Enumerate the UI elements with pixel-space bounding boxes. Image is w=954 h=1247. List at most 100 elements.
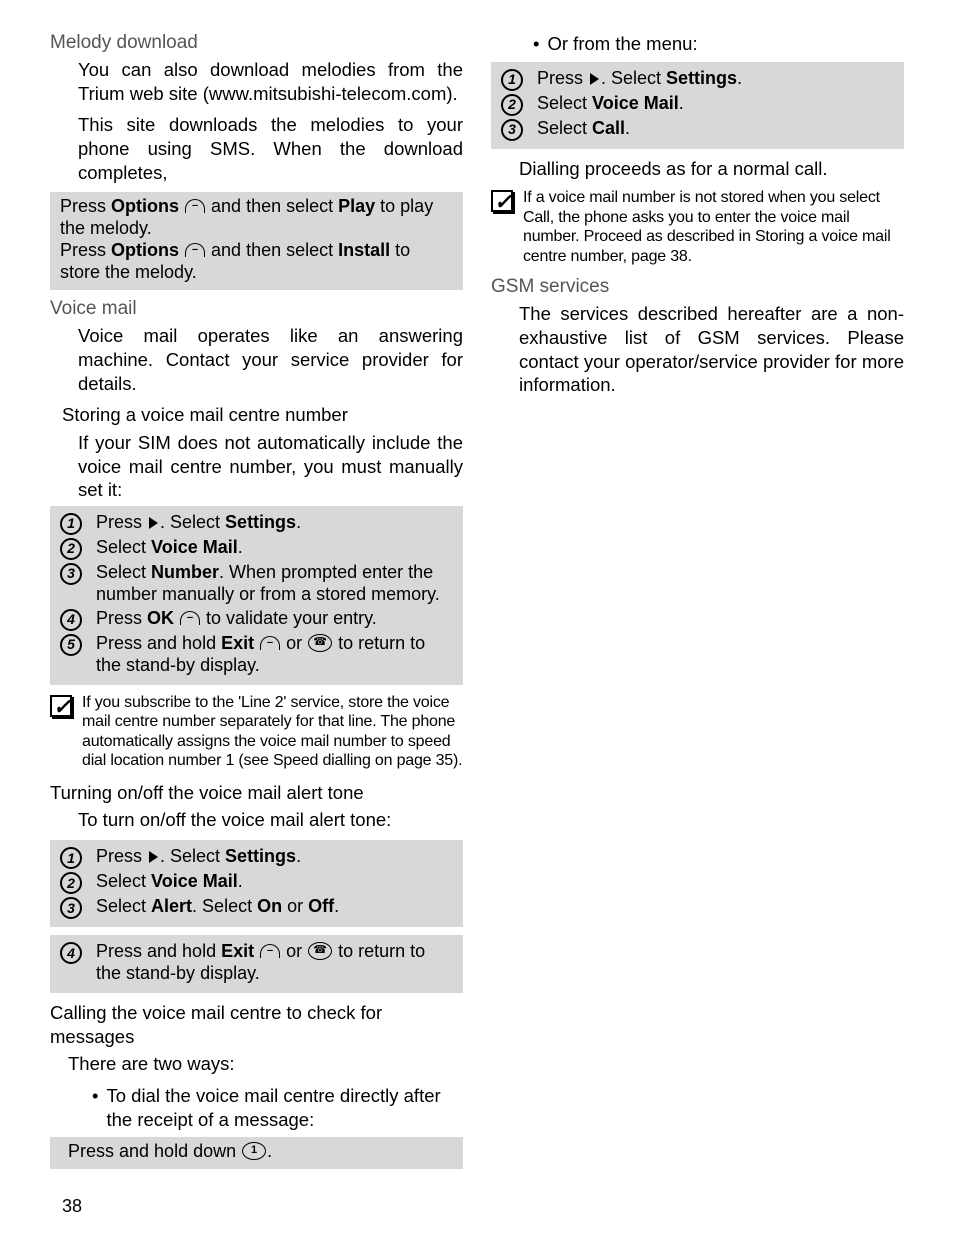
note-text: If you subscribe to the 'Line 2' service… — [82, 693, 463, 771]
text: Select — [96, 562, 151, 582]
step: 3 Select Number. When prompted enter the… — [60, 562, 453, 606]
instruction-box: 1 Press . Select Settings. 2 Select Voic… — [491, 62, 904, 149]
step-number-icon: 3 — [60, 563, 82, 585]
text: . Select — [160, 846, 225, 866]
subheading-storing: Storing a voice mail centre number — [62, 403, 463, 427]
text: Press — [60, 240, 111, 260]
paragraph: Dialling proceeds as for a normal call. — [519, 157, 904, 181]
text: Press and hold — [96, 941, 221, 961]
text: . — [238, 871, 243, 891]
bold: Options — [111, 240, 179, 260]
paragraph: If your SIM does not automatically inclu… — [78, 431, 463, 502]
instruction-box: Press and hold down . — [50, 1137, 463, 1169]
step: 2 Select Voice Mail. — [60, 871, 453, 894]
step: 3 Select Alert. Select On or Off. — [60, 896, 453, 919]
bold: Voice Mail — [592, 93, 679, 113]
instruction-box: 4 Press and hold Exit or to return to th… — [50, 935, 463, 993]
note: If a voice mail number is not stored whe… — [491, 188, 904, 266]
text: . — [238, 537, 243, 557]
text: Press — [537, 68, 588, 88]
step-number-icon: 4 — [60, 609, 82, 631]
text: . Select — [160, 512, 225, 532]
note: If you subscribe to the 'Line 2' service… — [50, 693, 463, 771]
text: Press — [96, 846, 147, 866]
paragraph: The services described hereafter are a n… — [519, 302, 904, 397]
step-number-icon: 5 — [60, 634, 82, 656]
bold: OK — [147, 608, 174, 628]
softkey-icon — [185, 243, 205, 257]
bullet-list: •Or from the menu: — [533, 32, 904, 56]
bold: Exit — [221, 941, 254, 961]
step: 1 Press . Select Settings. — [501, 68, 894, 91]
heading-voice-mail: Voice mail — [50, 298, 463, 320]
bold: Play — [338, 196, 375, 216]
bold: Settings — [666, 68, 737, 88]
text: . — [625, 118, 630, 138]
heading-gsm-services: GSM services — [491, 276, 904, 298]
step-number-icon: 2 — [60, 872, 82, 894]
text: and then select — [206, 196, 338, 216]
heading-melody-download: Melody download — [50, 32, 463, 54]
step-number-icon: 3 — [60, 897, 82, 919]
bold: On — [257, 896, 282, 916]
text: To dial the voice mail centre directly a… — [106, 1084, 463, 1131]
instruction-box: 1 Press . Select Settings. 2 Select Voic… — [50, 506, 463, 685]
text: Select — [96, 537, 151, 557]
text: . Select — [601, 68, 666, 88]
bold: Off — [308, 896, 334, 916]
note-text: If a voice mail number is not stored whe… — [523, 188, 904, 266]
right-arrow-icon — [590, 73, 599, 85]
softkey-icon — [260, 944, 280, 958]
bold: Settings — [225, 846, 296, 866]
bold: Options — [111, 196, 179, 216]
text: or — [282, 896, 308, 916]
text: Press and hold down — [68, 1141, 241, 1161]
subheading-calling: Calling the voice mail centre to check f… — [50, 1001, 463, 1048]
instruction-box: Press Options and then select Play to pl… — [50, 192, 463, 290]
text: Press and hold — [96, 633, 221, 653]
text: . — [737, 68, 742, 88]
manual-page: Melody download You can also download me… — [0, 0, 954, 1180]
paragraph: There are two ways: — [68, 1052, 463, 1076]
end-call-key-icon — [308, 634, 332, 652]
text: Select — [537, 118, 592, 138]
end-call-key-icon — [308, 942, 332, 960]
step-number-icon: 1 — [60, 513, 82, 535]
step: 2 Select Voice Mail. — [501, 93, 894, 116]
softkey-icon — [185, 199, 205, 213]
instruction-box: 1 Press . Select Settings. 2 Select Voic… — [50, 840, 463, 927]
bold: Voice Mail — [151, 537, 238, 557]
step: 5 Press and hold Exit or to return to th… — [60, 633, 453, 677]
step: 4 Press OK to validate your entry. — [60, 608, 453, 631]
checkmark-icon — [491, 190, 513, 212]
step-number-icon: 2 — [501, 94, 523, 116]
bold: Exit — [221, 633, 254, 653]
text: . — [296, 512, 301, 532]
step: 2 Select Voice Mail. — [60, 537, 453, 560]
bullet-list: •To dial the voice mail centre directly … — [92, 1084, 463, 1131]
step-number-icon: 1 — [60, 847, 82, 869]
text: Press — [96, 512, 147, 532]
text: or — [281, 941, 307, 961]
bullet-item: •Or from the menu: — [533, 32, 904, 56]
right-arrow-icon — [149, 851, 158, 863]
right-arrow-icon — [149, 517, 158, 529]
page-number: 38 — [62, 1196, 82, 1217]
bold: Install — [338, 240, 390, 260]
step-number-icon: 2 — [60, 538, 82, 560]
checkmark-icon — [50, 695, 72, 717]
text: Select — [96, 896, 151, 916]
bold: Number — [151, 562, 219, 582]
text: Or from the menu: — [547, 32, 697, 56]
text: . Select — [192, 896, 257, 916]
text: Select — [96, 871, 151, 891]
step: 1 Press . Select Settings. — [60, 846, 453, 869]
step-number-icon: 3 — [501, 119, 523, 141]
step: 3 Select Call. — [501, 118, 894, 141]
softkey-icon — [260, 636, 280, 650]
bold: Alert — [151, 896, 192, 916]
paragraph: This site downloads the melodies to your… — [78, 113, 463, 184]
text: . — [334, 896, 339, 916]
bullet-item: •To dial the voice mail centre directly … — [92, 1084, 463, 1131]
text: Press — [96, 608, 147, 628]
